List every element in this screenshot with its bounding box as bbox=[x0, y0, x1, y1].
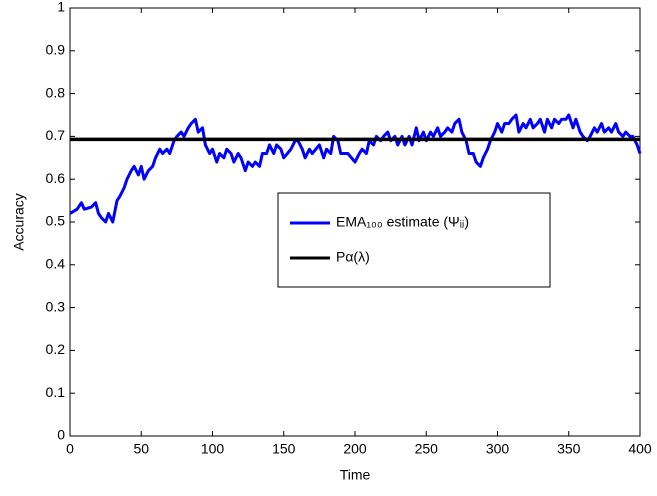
legend-label: Pα(λ) bbox=[336, 249, 370, 265]
y-tick-label: 0.2 bbox=[46, 341, 66, 357]
x-tick-label: 250 bbox=[415, 441, 439, 457]
x-tick-label: 50 bbox=[133, 441, 149, 457]
x-tick-label: 150 bbox=[272, 441, 296, 457]
x-tick-label: 0 bbox=[66, 441, 74, 457]
x-tick-label: 400 bbox=[628, 441, 652, 457]
y-tick-label: 0.3 bbox=[46, 298, 66, 314]
y-tick-label: 0 bbox=[57, 427, 65, 443]
y-tick-label: 0.7 bbox=[46, 127, 66, 143]
legend-label: EMA₁₀₀ estimate (Ψᵢⱼ) bbox=[336, 214, 469, 230]
x-tick-label: 350 bbox=[557, 441, 581, 457]
y-tick-label: 1 bbox=[57, 0, 65, 15]
x-axis-label: Time bbox=[340, 467, 371, 483]
y-tick-label: 0.5 bbox=[46, 213, 66, 229]
y-tick-label: 0.9 bbox=[46, 42, 66, 58]
y-tick-label: 0.6 bbox=[46, 170, 66, 186]
x-tick-label: 100 bbox=[201, 441, 225, 457]
series-line bbox=[69, 113, 642, 224]
y-axis-label: Accuracy bbox=[11, 193, 27, 251]
x-tick-label: 200 bbox=[343, 441, 367, 457]
x-tick-label: 300 bbox=[486, 441, 510, 457]
legend-box bbox=[277, 192, 551, 288]
y-tick-label: 0.8 bbox=[46, 84, 66, 100]
y-tick-label: 0.4 bbox=[46, 256, 66, 272]
y-tick-label: 0.1 bbox=[46, 384, 66, 400]
